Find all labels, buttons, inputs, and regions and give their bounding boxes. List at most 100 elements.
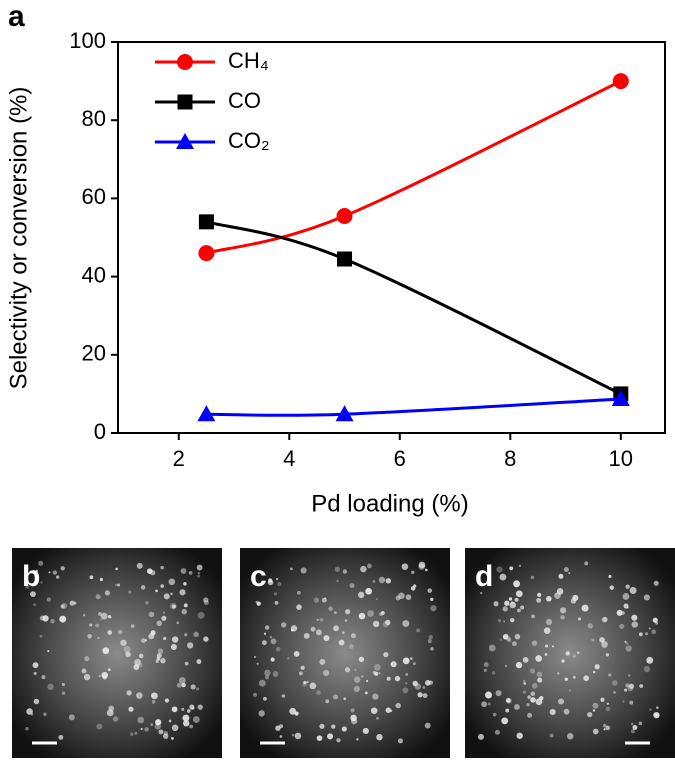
particle — [376, 716, 379, 720]
particle — [385, 578, 392, 584]
particle — [402, 657, 410, 665]
particle — [163, 636, 167, 641]
particle — [117, 583, 121, 587]
particle — [60, 566, 65, 571]
particle — [608, 574, 612, 578]
particle — [630, 729, 635, 734]
particle — [322, 669, 330, 677]
particle — [428, 634, 433, 640]
particle — [416, 628, 421, 633]
legend-label: CO₂ — [228, 128, 270, 153]
particle — [487, 702, 491, 706]
particle — [513, 580, 521, 588]
particle — [362, 727, 369, 735]
particle — [112, 716, 119, 722]
x-tick-label: 4 — [283, 446, 295, 471]
image-label: d — [475, 560, 493, 593]
particle — [341, 726, 347, 732]
particle — [125, 651, 131, 658]
particle — [491, 671, 496, 675]
particle — [303, 633, 310, 639]
particle — [41, 675, 46, 680]
particle — [563, 567, 569, 573]
particle — [38, 560, 44, 566]
particle — [497, 618, 502, 623]
particle — [289, 567, 293, 571]
particle — [594, 664, 600, 670]
series-line — [206, 397, 621, 417]
particle — [190, 684, 196, 690]
particle — [160, 658, 166, 664]
particle — [107, 668, 111, 672]
particle — [58, 734, 64, 740]
particle — [133, 664, 140, 670]
particle — [518, 564, 522, 567]
particle — [560, 615, 565, 620]
particle — [303, 681, 307, 685]
particle — [523, 679, 526, 683]
legend-marker — [177, 54, 193, 70]
marker — [197, 405, 216, 422]
particle — [327, 733, 334, 740]
particle — [506, 698, 511, 703]
particle — [33, 671, 37, 675]
legend-label: CH₄ — [228, 48, 269, 73]
legend-label: CO — [228, 88, 261, 113]
particle — [297, 590, 301, 595]
particle — [430, 647, 434, 651]
particle — [196, 687, 199, 691]
particle — [485, 691, 493, 699]
particle — [277, 582, 282, 587]
image-panel — [240, 548, 450, 758]
particle — [197, 571, 201, 575]
particle — [144, 727, 149, 732]
particle — [587, 711, 593, 718]
particle — [656, 706, 659, 709]
particle — [504, 664, 508, 668]
particle — [639, 684, 644, 688]
particle — [507, 638, 512, 643]
particle — [128, 706, 134, 712]
particle — [95, 623, 100, 628]
particle — [375, 598, 378, 601]
x-tick-label: 2 — [173, 446, 185, 471]
particle — [402, 620, 410, 628]
particle — [599, 637, 605, 643]
particle — [268, 578, 273, 583]
particle — [516, 732, 523, 739]
particle — [531, 640, 538, 646]
particle — [50, 618, 55, 624]
particle — [275, 646, 281, 652]
particle — [258, 679, 266, 687]
particle — [187, 642, 194, 649]
particle — [171, 636, 179, 643]
particle — [573, 676, 576, 679]
particle — [134, 658, 141, 666]
series-line — [206, 79, 622, 255]
particle — [492, 712, 497, 717]
particle — [146, 568, 153, 574]
particle — [170, 602, 177, 610]
particle — [349, 583, 355, 589]
particle — [372, 693, 379, 700]
particle — [511, 641, 517, 647]
particle — [39, 615, 45, 621]
y-tick-label: 40 — [82, 262, 106, 287]
particle — [653, 580, 659, 586]
y-tick-label: 80 — [82, 106, 106, 131]
particle — [350, 708, 355, 713]
particle — [325, 699, 330, 704]
particle — [568, 571, 571, 575]
particle — [600, 697, 605, 702]
y-tick-label: 20 — [82, 341, 106, 366]
particle — [87, 634, 92, 639]
marker — [198, 245, 215, 262]
particle — [33, 698, 40, 705]
particle — [148, 611, 155, 618]
particle — [161, 615, 167, 621]
particle — [418, 561, 426, 569]
particle — [367, 610, 375, 617]
particle — [155, 719, 162, 726]
particle — [495, 690, 502, 697]
particle — [35, 569, 39, 573]
